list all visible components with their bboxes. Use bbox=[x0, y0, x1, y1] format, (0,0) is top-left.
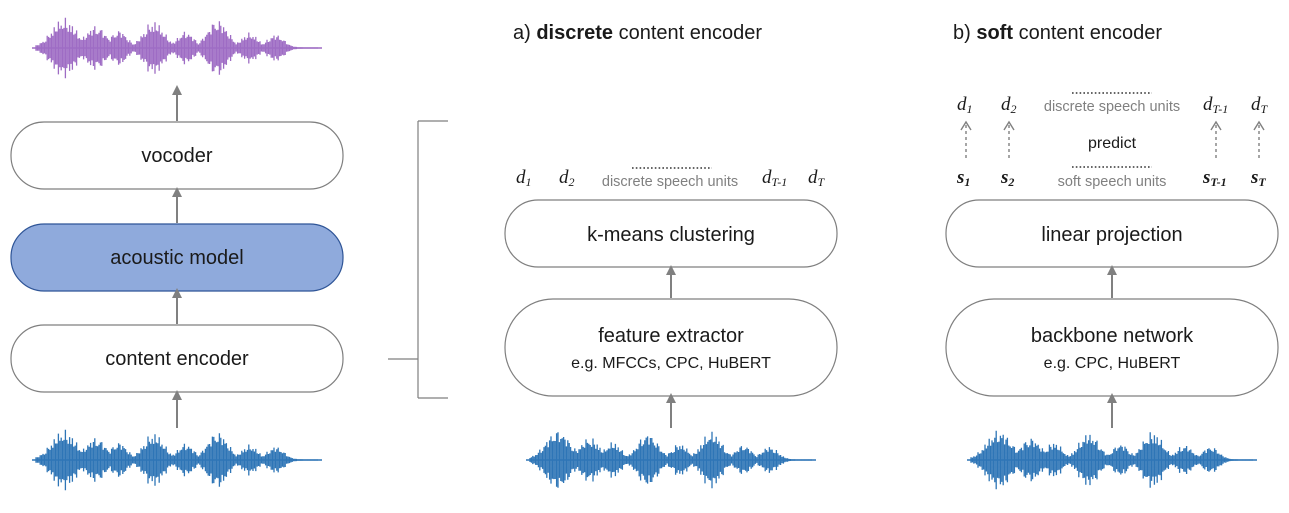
discrete-units-label: discrete speech units bbox=[602, 174, 738, 190]
feature-extractor-label: feature extractor bbox=[598, 325, 744, 347]
predict-arrows bbox=[960, 120, 1265, 158]
input-waveform-left bbox=[32, 429, 322, 491]
unit-sT: sT bbox=[1250, 167, 1266, 189]
backbone-network-examples: e.g. CPC, HuBERT bbox=[1044, 355, 1181, 372]
unit-dT-1: dT-1 bbox=[762, 167, 787, 189]
unit-sT-1: sT-1 bbox=[1202, 167, 1227, 189]
panel-b-discrete-units: d1 d2 discrete speech units dT-1 dT bbox=[957, 92, 1269, 116]
content-encoder-label: content encoder bbox=[105, 348, 249, 370]
detail-bracket bbox=[388, 120, 448, 399]
panel-b-heading: b) soft content encoder bbox=[953, 22, 1162, 44]
acoustic-model-label: acoustic model bbox=[110, 247, 243, 269]
kmeans-box: k-means clustering bbox=[504, 199, 838, 268]
vocoder-box: vocoder bbox=[10, 121, 344, 190]
discrete-units-label: discrete speech units bbox=[1044, 99, 1180, 115]
backbone-network-label: backbone network bbox=[1031, 325, 1194, 347]
unit-d1: d1 bbox=[516, 167, 532, 189]
unit-d2: d2 bbox=[1001, 94, 1017, 116]
soft-units-label: soft speech units bbox=[1058, 174, 1167, 190]
unit-s1: s1 bbox=[956, 167, 970, 189]
input-waveform-a bbox=[526, 431, 816, 489]
panel-a-heading: a) discrete content encoder bbox=[513, 22, 762, 44]
backbone-network-box: backbone network e.g. CPC, HuBERT bbox=[945, 298, 1279, 397]
panel-b-soft-units: s1 s2 soft speech units sT-1 sT bbox=[956, 166, 1266, 190]
unit-dT-1: dT-1 bbox=[1203, 94, 1228, 116]
unit-dT: dT bbox=[1251, 94, 1269, 116]
unit-d2: d2 bbox=[559, 167, 575, 189]
content-encoder-box: content encoder bbox=[10, 324, 344, 393]
linear-projection-label: linear projection bbox=[1041, 224, 1182, 246]
unit-s2: s2 bbox=[1000, 167, 1014, 189]
unit-d1: d1 bbox=[957, 94, 973, 116]
kmeans-label: k-means clustering bbox=[587, 224, 755, 246]
predict-label: predict bbox=[1088, 135, 1137, 152]
acoustic-model-box: acoustic model bbox=[10, 223, 344, 292]
linear-projection-box: linear projection bbox=[945, 199, 1279, 268]
panel-a-unit-sequence: d1 d2 discrete speech units dT-1 dT bbox=[516, 167, 826, 190]
feature-extractor-box: feature extractor e.g. MFCCs, CPC, HuBER… bbox=[504, 298, 838, 397]
output-waveform bbox=[32, 17, 322, 79]
input-waveform-b bbox=[967, 430, 1257, 490]
vocoder-label: vocoder bbox=[141, 145, 212, 167]
unit-dT: dT bbox=[808, 167, 826, 189]
feature-extractor-examples: e.g. MFCCs, CPC, HuBERT bbox=[571, 355, 771, 372]
